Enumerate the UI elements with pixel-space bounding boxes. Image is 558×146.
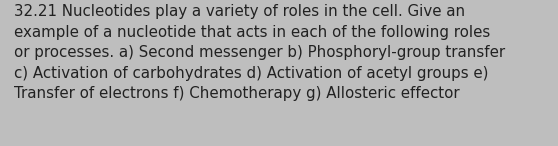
Text: 32.21 Nucleotides play a variety of roles in the cell. Give an
example of a nucl: 32.21 Nucleotides play a variety of role… xyxy=(14,4,505,101)
